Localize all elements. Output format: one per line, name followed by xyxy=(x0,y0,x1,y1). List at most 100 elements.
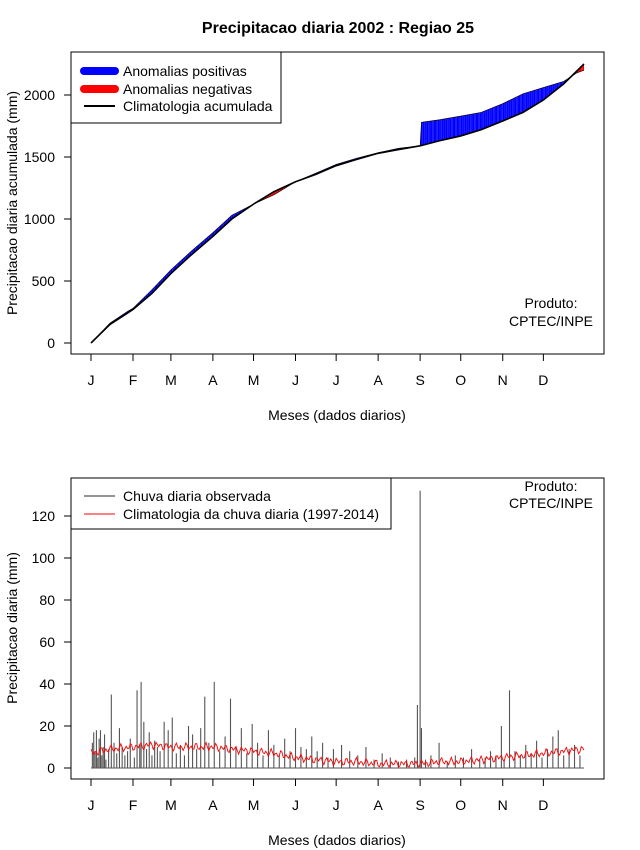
positive-anomaly-segment xyxy=(532,90,534,107)
positive-anomaly-segment xyxy=(433,120,436,143)
x-tick-label: S xyxy=(415,372,424,388)
x-tick-label: J xyxy=(333,372,340,388)
positive-anomaly-segment xyxy=(487,109,490,128)
y-axis: 0 20 40 60 80 100 120 xyxy=(32,508,72,776)
positive-anomaly-segment xyxy=(533,90,536,106)
positive-anomaly-segment xyxy=(501,103,503,122)
positive-anomaly-segment xyxy=(510,99,513,118)
positive-anomaly-segment xyxy=(471,113,473,133)
x-tick-label: J xyxy=(292,372,299,388)
positive-anomaly-segment xyxy=(508,100,510,119)
positive-anomaly-segment xyxy=(444,118,446,140)
x-tick-label: J xyxy=(88,797,95,813)
positive-anomaly-segment xyxy=(441,119,444,141)
positive-anomaly-segment xyxy=(460,115,463,136)
y-tick-label: 20 xyxy=(39,718,55,734)
positive-anomaly-segment xyxy=(455,116,457,138)
x-tick-label: F xyxy=(129,372,138,388)
positive-anomaly-segment xyxy=(518,95,521,115)
positive-anomaly-segment xyxy=(537,88,540,104)
positive-anomaly-segment xyxy=(524,92,526,112)
positive-anomaly-segment xyxy=(525,92,528,111)
x-tick-label: A xyxy=(373,372,383,388)
positive-anomaly-segment xyxy=(520,94,522,114)
positive-anomaly-segment xyxy=(506,101,509,120)
positive-anomaly-segment xyxy=(548,85,551,96)
x-tick-label: S xyxy=(415,797,424,813)
positive-anomaly-segment xyxy=(478,112,480,131)
positive-anomaly-segment xyxy=(440,119,442,141)
positive-anomaly-segment xyxy=(462,115,464,136)
positive-anomaly-segment xyxy=(552,84,555,93)
y-axis-label: Precipitacao diaria acumulada (mm) xyxy=(4,91,20,315)
positive-anomaly-segment xyxy=(481,111,483,130)
x-tick-label: O xyxy=(455,797,466,813)
product-source: CPTEC/INPE xyxy=(509,313,593,329)
positive-anomaly-segment xyxy=(529,91,532,109)
daily-precipitation-chart: 0 20 40 60 80 100 120 J F M A M J J A S O N D Precipitaca… xyxy=(4,477,605,848)
positive-anomaly-segment xyxy=(447,118,449,140)
positive-anomaly-segment xyxy=(490,108,492,126)
positive-anomaly-segment xyxy=(456,116,459,137)
positive-anomaly-segment xyxy=(491,107,494,126)
positive-anomaly-segment xyxy=(464,115,467,135)
positive-anomaly-segment xyxy=(435,120,437,142)
positive-anomaly-segment xyxy=(551,84,553,94)
positive-anomaly-segment xyxy=(424,121,426,145)
x-tick-label: N xyxy=(498,372,508,388)
positive-anomaly-segment xyxy=(474,113,476,132)
product-source: CPTEC/INPE xyxy=(509,495,593,511)
positive-anomaly-segment xyxy=(489,108,491,127)
y-tick-label: 1500 xyxy=(24,149,55,165)
positive-anomaly-segment xyxy=(516,96,518,116)
figure-title: Precipitacao diaria 2002 : Regiao 25 xyxy=(202,20,474,37)
legend: Anomalias positivas Anomalias negativas … xyxy=(70,51,282,124)
positive-anomaly-segment xyxy=(422,121,425,146)
x-tick-label: M xyxy=(165,797,177,813)
positive-anomaly-segment xyxy=(509,99,511,119)
positive-anomaly-segment xyxy=(425,121,427,145)
y-axis-label: Precipitacao diaria (mm) xyxy=(4,552,20,704)
x-tick-label: D xyxy=(538,797,548,813)
y-axis: 0 500 1000 1500 2000 xyxy=(24,87,72,351)
positive-anomaly-segment xyxy=(482,111,484,130)
positive-anomaly-segment xyxy=(547,85,549,97)
positive-anomaly-segment xyxy=(466,114,468,135)
positive-anomaly-segment xyxy=(451,117,453,139)
positive-anomaly-segment xyxy=(544,86,547,99)
product-label: Produto: xyxy=(525,478,578,494)
positive-anomaly-segment xyxy=(539,88,541,103)
positive-anomaly-segment xyxy=(495,105,498,124)
positive-anomaly-segment xyxy=(531,90,533,108)
y-tick-label: 80 xyxy=(39,592,55,608)
positive-anomaly-segment xyxy=(467,114,469,134)
positive-anomaly-segment xyxy=(477,112,479,131)
positive-anomaly-segment xyxy=(536,89,538,105)
x-tick-label: J xyxy=(292,797,299,813)
legend-label-negative: Anomalias negativas xyxy=(123,81,252,97)
y-tick-label: 500 xyxy=(32,273,56,289)
x-tick-label: M xyxy=(248,797,260,813)
legend-label-climatology: Climatologia da chuva diaria (1997-2014) xyxy=(123,506,379,522)
positive-anomaly-segment xyxy=(472,113,475,133)
positive-anomaly-segment xyxy=(445,118,448,140)
positive-anomaly-segment xyxy=(535,89,537,105)
positive-anomaly-segment xyxy=(443,118,445,140)
positive-anomaly-segment xyxy=(546,86,548,98)
y-tick-label: 0 xyxy=(47,760,55,776)
climatology-daily-line xyxy=(90,740,585,768)
x-tick-label: N xyxy=(498,797,508,813)
x-axis-label: Meses (dados diarios) xyxy=(268,832,406,848)
positive-anomaly-segment xyxy=(452,117,454,138)
cumulative-precipitation-chart: 0 500 1000 1500 2000 J F M A M J J A S O N D Precipitac… xyxy=(4,51,605,423)
positive-anomaly-segment xyxy=(542,87,544,101)
x-tick-label: M xyxy=(248,372,260,388)
positive-anomaly-segment xyxy=(528,91,530,110)
observed-cumulative-line xyxy=(90,69,585,344)
positive-anomaly-segment xyxy=(486,109,488,128)
y-tick-label: 100 xyxy=(32,550,56,566)
positive-anomaly-segment xyxy=(502,103,505,122)
x-tick-label: A xyxy=(208,372,218,388)
